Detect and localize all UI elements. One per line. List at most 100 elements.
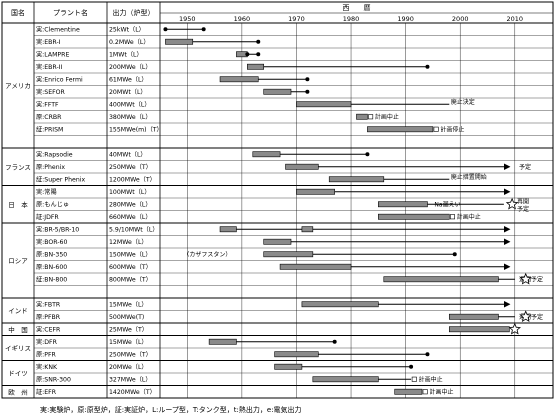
status-note: 計画中止	[419, 376, 443, 384]
cancel-marker	[411, 376, 417, 382]
plant-name: 証:Super Phenix	[36, 176, 85, 184]
status-note: 計画中止	[457, 213, 481, 221]
country-label: 中 国	[8, 325, 28, 334]
planning-bar	[383, 276, 499, 283]
plant-output: 327MWe（L）	[109, 377, 152, 384]
plant-name: 実:BR-5/BR-10	[36, 226, 79, 234]
plant-output: 25MWe（T）	[109, 327, 148, 334]
cancel-marker	[368, 114, 374, 120]
plant-name: 実:SEFOR	[36, 88, 66, 96]
end-dot	[256, 39, 261, 44]
end-dot	[305, 77, 310, 82]
plant-output: 15MWe（L）	[109, 339, 148, 346]
plant-output: 150MWe（L）	[109, 252, 152, 259]
plant-output: 1200MWe（T）	[109, 177, 156, 184]
country-label: 欧 州	[8, 387, 28, 396]
plant-output: 280MWe（L）	[109, 202, 152, 209]
status-note: 計画中止	[375, 113, 399, 121]
plant-output: 1420MWe（T）	[109, 389, 156, 396]
plant-name: 原:BN-600	[36, 264, 67, 271]
plant-output: 15MWe（L）	[109, 302, 148, 309]
planning-bar	[208, 338, 237, 345]
status-note: Na漏えい	[434, 201, 460, 209]
end-dot	[245, 52, 250, 57]
tick-label-1980: 1980	[343, 15, 360, 23]
plant-name: 実:常陽	[36, 188, 57, 196]
planning-bar	[274, 363, 303, 370]
plant-output: 500MWe(T)	[109, 314, 144, 321]
planning-bar	[356, 113, 368, 120]
plant-name: 実:EBR-I	[36, 38, 61, 46]
tick-label-1990: 1990	[397, 15, 414, 23]
plant-output: 660MWe（L）	[109, 214, 152, 221]
header-country: 国名	[11, 8, 25, 17]
status-note: 運開予定	[519, 276, 543, 284]
planning-bar	[285, 163, 319, 170]
end-dot	[365, 152, 370, 157]
plant-name: 実:EBR-II	[36, 63, 63, 71]
status-note: 計画中止	[430, 388, 454, 396]
plant-name: 実:DFR	[36, 338, 58, 346]
tick-label-2010: 2010	[507, 15, 524, 23]
plant-name: 原:PFR	[36, 352, 57, 359]
status-note: 廃止決定	[451, 98, 475, 106]
plant-output: 200MWe（L）	[109, 64, 152, 71]
planning-bar	[263, 88, 292, 95]
planning-bar	[448, 313, 499, 320]
end-dot	[256, 52, 261, 57]
plant-output: 20MWt（L）	[109, 89, 147, 96]
planning-bar	[312, 376, 379, 383]
table-frame	[1, 1, 554, 399]
planning-bar	[367, 126, 434, 133]
plant-name: 実:LAMPRE	[36, 51, 69, 59]
end-dot	[332, 339, 337, 344]
planning-bar	[219, 76, 259, 83]
status-note: 運開予定	[519, 313, 543, 321]
plant-name: 原:BN-350	[36, 252, 67, 259]
status-note: 再開	[517, 198, 529, 205]
header-era: 西 暦	[343, 4, 371, 12]
planning-bar	[247, 63, 265, 70]
plan-star-marker	[519, 310, 532, 323]
plant-output: 0.2MWe（L）	[109, 39, 150, 46]
cancel-marker	[433, 126, 439, 132]
country-label: アメリカ	[5, 82, 31, 90]
plant-name: 原:Phenix	[36, 164, 65, 171]
status-note: 計画停止	[440, 126, 464, 134]
cancel-marker	[449, 214, 455, 220]
plant-output: 250MWe（T）	[109, 352, 152, 359]
plant-name: 実:Rapsodie	[36, 151, 73, 159]
plant-output: 12MWe（L）	[109, 239, 148, 246]
country-label: ロシア	[8, 257, 28, 265]
tick-label-1960: 1960	[234, 15, 251, 23]
end-dot	[305, 89, 310, 94]
plant-name: 実:Clementine	[36, 26, 80, 34]
plan-star-marker	[519, 272, 532, 285]
planning-bar	[263, 238, 292, 245]
plant-output: 155MWe(m)（T）	[109, 127, 163, 134]
planning-bar	[296, 101, 352, 108]
planning-bar	[279, 263, 352, 270]
plant-output: 20MWe（L）	[109, 364, 148, 371]
plant-output: 40MWt（L）	[109, 152, 147, 159]
end-dot	[201, 27, 206, 32]
planning-bar	[252, 151, 281, 158]
plant-output: 100MWt（L）	[109, 189, 151, 196]
plant-output: 25kWt（L）	[109, 27, 145, 34]
country-label: イギリス	[5, 345, 31, 353]
plant-name: 実:FBTR	[36, 301, 61, 309]
end-dot	[409, 364, 414, 369]
plant-output: 61MWe（L）	[109, 77, 148, 84]
plant-name: 原:CRBR	[36, 114, 62, 121]
plant-name: 実:FFTF	[36, 101, 59, 109]
plant-output: 380MWe（L）	[109, 114, 152, 121]
planning-bar	[165, 38, 194, 45]
planning-bar	[328, 176, 385, 183]
country-label: インド	[8, 307, 28, 315]
plant-output: 400MWt（L）	[109, 102, 151, 109]
end-dot	[163, 27, 168, 32]
plant-output: 250MWe（T）	[109, 164, 152, 171]
planning-bar	[378, 213, 450, 220]
plant-name: 実:BOR-60	[36, 238, 67, 246]
